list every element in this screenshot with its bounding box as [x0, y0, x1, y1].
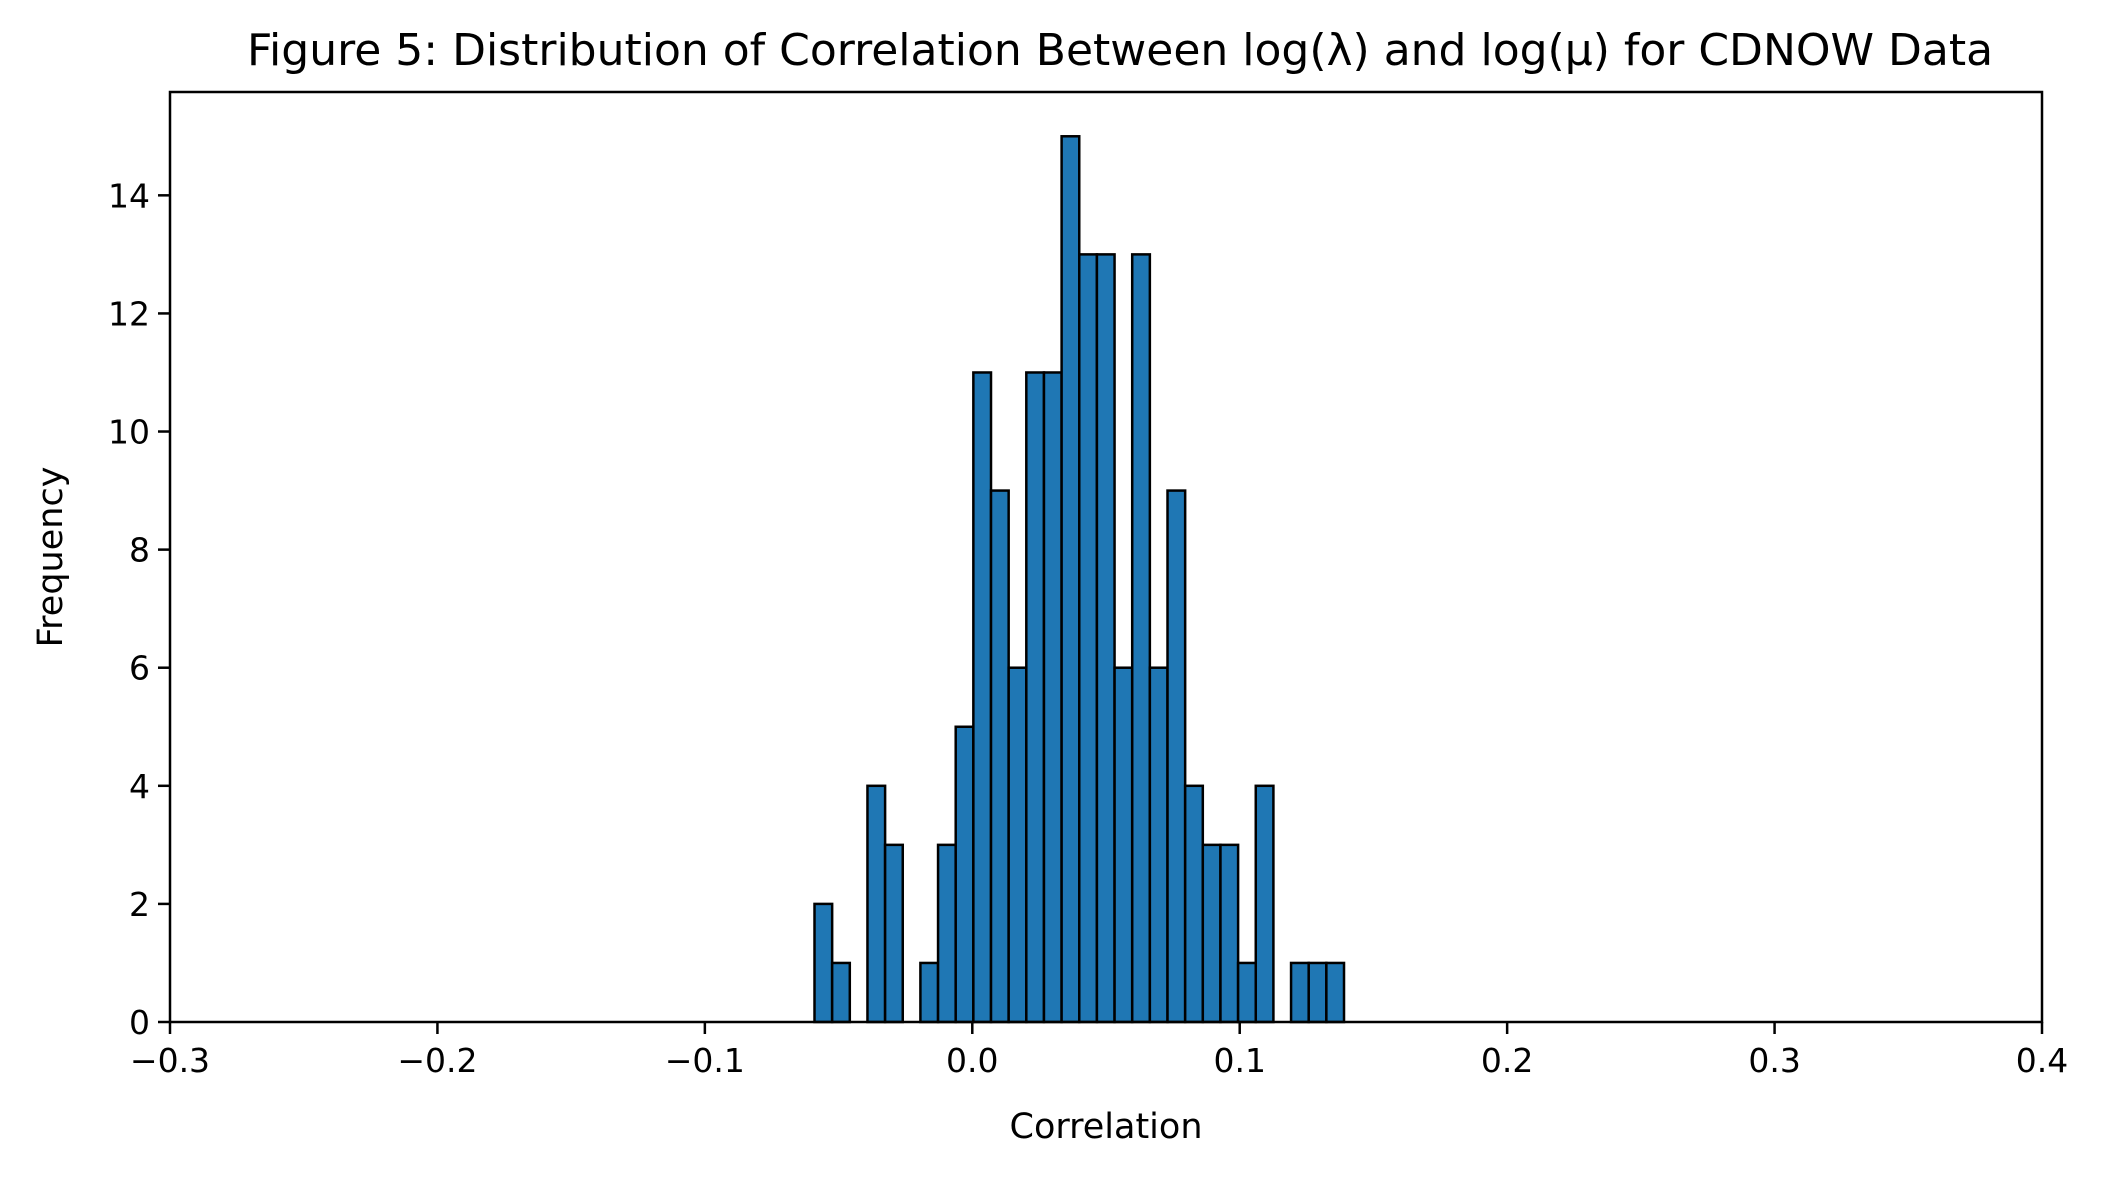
histogram-bar	[1236, 961, 1258, 1024]
histogram-bar	[1183, 784, 1205, 1024]
histogram-bar	[1166, 489, 1187, 1024]
histogram-bar	[919, 961, 940, 1024]
histogram-bar	[883, 843, 905, 1024]
x-axis: −0.3 −0.2 −0.1 0.0 0.1 0.2 0.3 0.4	[130, 1022, 2068, 1080]
y-tick-label: 0	[129, 1003, 150, 1042]
chart-title: Figure 5: Distribution of Correlation Be…	[247, 25, 1993, 76]
y-tick-label: 12	[108, 294, 150, 333]
histogram-bar	[954, 725, 975, 1024]
x-tick-label: 0.3	[1748, 1041, 1800, 1080]
x-tick-label: 0.2	[1481, 1041, 1533, 1080]
histogram-bar	[1254, 784, 1275, 1024]
histogram-bar	[1060, 135, 1081, 1024]
x-tick-label: 0.0	[946, 1041, 998, 1080]
y-axis-label: Frequency	[31, 467, 71, 648]
histogram-bar	[1307, 961, 1328, 1024]
y-tick-label: 6	[129, 649, 150, 688]
histogram-bar	[1025, 371, 1046, 1024]
histogram-bar	[866, 784, 887, 1024]
histogram-bar	[1007, 666, 1028, 1024]
histogram-bar	[1219, 843, 1240, 1024]
x-tick-label: −0.2	[397, 1041, 477, 1080]
histogram-bar	[1078, 253, 1099, 1024]
x-tick-label: 0.4	[2016, 1041, 2068, 1080]
y-tick-label: 2	[129, 885, 150, 924]
x-tick-label: 0.1	[1213, 1041, 1265, 1080]
y-tick-label: 4	[129, 767, 150, 806]
histogram-bar	[972, 371, 993, 1024]
histogram-bar	[1042, 371, 1063, 1024]
histogram-bar	[1201, 843, 1222, 1024]
y-tick-label: 8	[129, 531, 150, 570]
histogram-bar	[1095, 253, 1116, 1024]
y-tick-label: 10	[108, 413, 150, 452]
histogram-bar	[1130, 253, 1152, 1024]
histogram-bars	[813, 135, 1346, 1024]
x-tick-label: −0.1	[665, 1041, 745, 1080]
y-axis: 0 2 4 6 8 10 12 14	[108, 176, 170, 1042]
histogram-bar	[1325, 961, 1346, 1024]
histogram-bar	[936, 843, 957, 1024]
x-tick-label: −0.3	[130, 1041, 210, 1080]
histogram-bar	[989, 489, 1010, 1024]
histogram-bar	[1289, 961, 1310, 1024]
y-tick-label: 14	[108, 176, 150, 215]
histogram-bar	[1148, 666, 1169, 1024]
plot-frame	[168, 90, 2044, 1024]
x-axis-label: Correlation	[1010, 1107, 1203, 1147]
histogram-bar	[830, 961, 852, 1024]
histogram-bar	[1113, 666, 1134, 1024]
histogram-bar	[813, 902, 834, 1024]
